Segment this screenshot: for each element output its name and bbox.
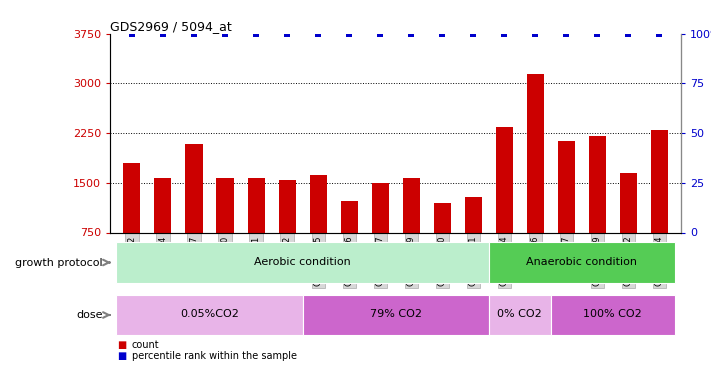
Bar bbox=[117, 295, 303, 335]
Bar bbox=[496, 126, 513, 282]
Bar bbox=[651, 130, 668, 282]
Text: ■: ■ bbox=[117, 340, 127, 350]
Bar bbox=[551, 295, 675, 335]
Text: 0% CO2: 0% CO2 bbox=[498, 309, 542, 319]
Bar bbox=[154, 177, 171, 282]
Text: Anaerobic condition: Anaerobic condition bbox=[526, 256, 637, 267]
Text: percentile rank within the sample: percentile rank within the sample bbox=[132, 351, 296, 361]
Text: Aerobic condition: Aerobic condition bbox=[255, 256, 351, 267]
Bar bbox=[341, 201, 358, 282]
Text: ■: ■ bbox=[117, 351, 127, 361]
Bar bbox=[589, 136, 606, 282]
Bar bbox=[279, 180, 296, 282]
Bar bbox=[620, 173, 637, 282]
Text: growth protocol: growth protocol bbox=[16, 258, 103, 267]
Bar bbox=[309, 175, 326, 282]
Bar bbox=[488, 295, 551, 335]
Bar bbox=[402, 177, 419, 282]
Bar bbox=[434, 202, 451, 282]
Bar bbox=[117, 242, 488, 283]
Bar bbox=[558, 141, 575, 282]
Bar bbox=[216, 177, 233, 282]
Bar bbox=[124, 163, 141, 282]
Text: 100% CO2: 100% CO2 bbox=[584, 309, 642, 319]
Text: 79% CO2: 79% CO2 bbox=[370, 309, 422, 319]
Bar bbox=[527, 74, 544, 282]
Text: count: count bbox=[132, 340, 159, 350]
Bar bbox=[186, 144, 203, 282]
Text: 0.05%CO2: 0.05%CO2 bbox=[180, 309, 239, 319]
Text: dose: dose bbox=[77, 310, 103, 320]
Bar bbox=[488, 242, 675, 283]
Bar bbox=[372, 183, 389, 282]
Bar bbox=[247, 177, 264, 282]
Bar bbox=[303, 295, 488, 335]
Text: GDS2969 / 5094_at: GDS2969 / 5094_at bbox=[110, 20, 232, 33]
Bar bbox=[465, 197, 482, 282]
